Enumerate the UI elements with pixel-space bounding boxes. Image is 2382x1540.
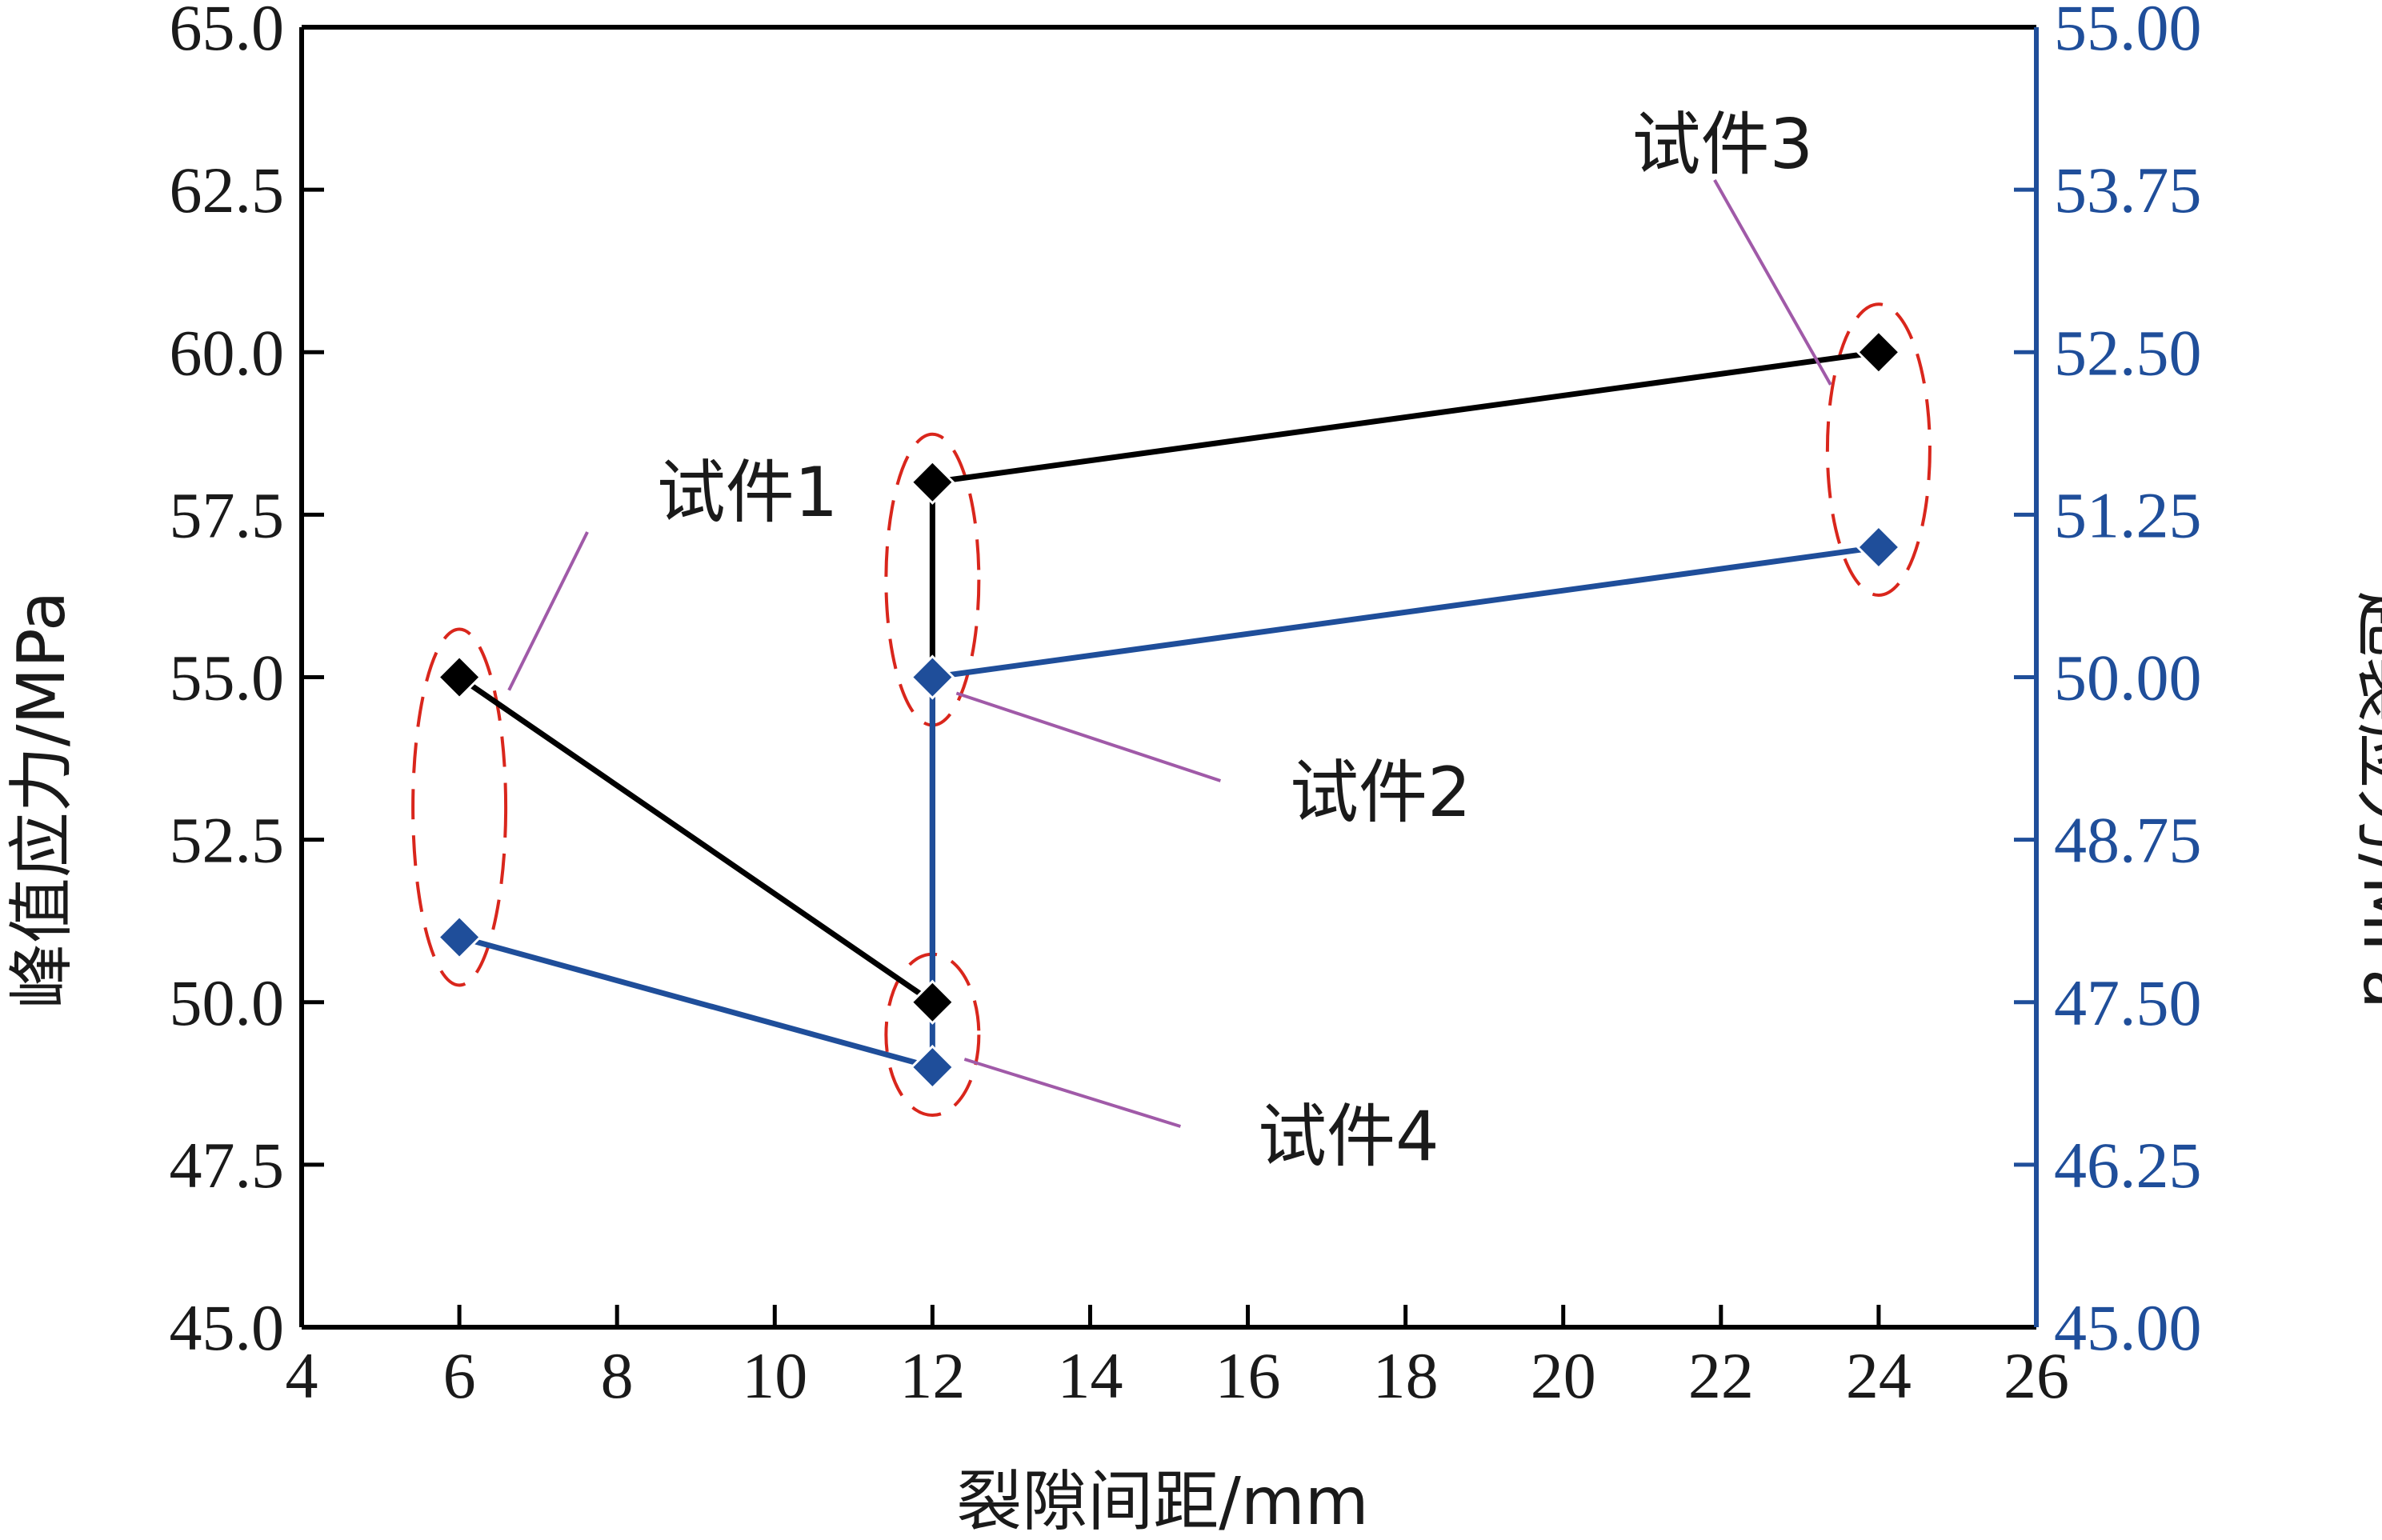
specimen-label: 试件2	[1290, 753, 1471, 833]
specimen-3-ellipse	[1825, 302, 1932, 597]
peak-stress-marker	[1856, 330, 1902, 375]
x-axis-title: 裂隙间距/mm	[956, 1464, 1368, 1540]
y-left-tick-label: 62.5	[170, 154, 285, 226]
initiation-stress-marker	[910, 654, 955, 700]
x-tick-label: 22	[1688, 1339, 1754, 1412]
x-tick-label: 18	[1373, 1339, 1439, 1412]
x-tick-label: 20	[1531, 1339, 1596, 1412]
y-left-tick-label: 55.0	[170, 642, 285, 714]
specimen-leader-line	[507, 531, 589, 691]
y-right-tick-label: 51.25	[2054, 478, 2202, 551]
initiation-stress-marker	[436, 914, 482, 960]
y-right-tick-label: 53.75	[2054, 154, 2202, 226]
y-right-tick-label: 45.00	[2054, 1291, 2202, 1364]
x-tick-label: 4	[286, 1339, 318, 1412]
specimen-leader-line	[955, 691, 1221, 782]
x-tick-label: 14	[1057, 1339, 1123, 1412]
initiation-stress-line	[458, 544, 1880, 1070]
x-tick-label: 12	[899, 1339, 965, 1412]
y-axis-left-title: 峰值应力/MPa	[4, 591, 80, 1009]
initiation-stress-marker	[1856, 524, 1902, 570]
y-right-tick-label: 55.00	[2054, 0, 2202, 64]
y-right-tick-label: 52.50	[2054, 316, 2202, 389]
specimen-label: 试件4	[1258, 1097, 1439, 1177]
specimen-leader-line	[963, 1058, 1181, 1128]
y-left-tick-label: 60.0	[170, 316, 285, 389]
peak-stress-line	[458, 349, 1880, 1006]
x-tick-label: 6	[443, 1339, 476, 1412]
peak-stress-marker	[910, 459, 955, 505]
initiation-stress-marker	[910, 1044, 955, 1090]
specimen-1-ellipse	[411, 627, 508, 987]
y-axis-right-title: 起裂应力/MPa	[2348, 591, 2382, 1009]
x-tick-label: 16	[1215, 1339, 1281, 1412]
specimen-leader-line	[1713, 179, 1832, 386]
peak-stress-marker	[910, 979, 955, 1025]
y-left-tick-label: 47.5	[170, 1129, 285, 1202]
y-left-tick-label: 45.0	[170, 1291, 285, 1364]
y-right-tick-label: 48.75	[2054, 804, 2202, 877]
y-right-tick-label: 46.25	[2054, 1129, 2202, 1202]
y-right-tick-label: 50.00	[2054, 642, 2202, 714]
x-tick-label: 26	[2004, 1339, 2069, 1412]
specimen-label: 试件1	[657, 453, 839, 533]
y-left-tick-label: 57.5	[170, 478, 285, 551]
y-left-tick-label: 50.0	[170, 966, 285, 1039]
y-left-tick-label: 65.0	[170, 0, 285, 64]
y-left-tick-label: 52.5	[170, 804, 285, 877]
specimen-label: 试件3	[1632, 105, 1814, 185]
peak-stress-marker	[436, 654, 482, 700]
x-tick-label: 10	[742, 1339, 807, 1412]
y-right-tick-label: 47.50	[2054, 966, 2202, 1039]
x-tick-label: 8	[601, 1339, 634, 1412]
x-tick-label: 24	[1846, 1339, 1912, 1412]
